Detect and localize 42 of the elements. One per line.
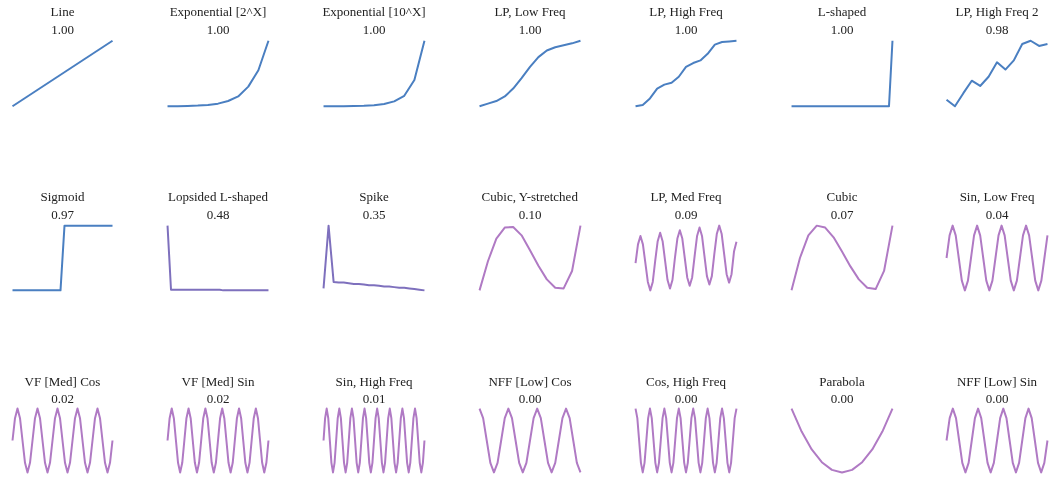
chart-subtitle: 0.02 <box>51 390 74 406</box>
chart-title: NFF [Low] Sin <box>956 373 1038 389</box>
chart-subtitle: 0.00 <box>985 390 1009 406</box>
chart-title: Exponential [10^X] <box>322 3 426 19</box>
chart-title: VF [Med] Cos <box>24 373 101 389</box>
chart-subtitle: 0.09 <box>674 206 698 222</box>
chart-title: Sigmoid <box>40 188 86 204</box>
chart-subtitle: 0.00 <box>518 390 542 406</box>
chart-subtitle: 1.00 <box>674 21 698 37</box>
chart-title: Exponential [2^X] <box>169 3 267 19</box>
chart-subtitle: 1.00 <box>830 21 854 37</box>
chart-title: LP, Med Freq <box>650 188 723 204</box>
chart-title: Spike <box>359 188 390 204</box>
chart-subtitle: 0.01 <box>362 390 386 406</box>
chart-subtitle: 1.00 <box>51 21 74 37</box>
chart-subtitle: 1.00 <box>206 21 230 37</box>
chart-title: Cubic, Y-stretched <box>481 188 579 204</box>
chart-title: VF [Med] Sin <box>181 373 255 389</box>
chart-title: Cos, High Freq <box>646 373 727 389</box>
chart-title: LP, Low Freq <box>494 3 567 19</box>
chart-subtitle: 0.02 <box>206 390 230 406</box>
chart-subtitle: 0.98 <box>985 21 1009 37</box>
chart-title: Lopsided L-shaped <box>168 188 269 204</box>
chart-title: Sin, Low Freq <box>959 188 1035 204</box>
chart-title: Sin, High Freq <box>335 373 413 389</box>
chart-title: Cubic <box>826 188 858 204</box>
chart-subtitle: 1.00 <box>362 21 386 37</box>
chart-subtitle: 0.10 <box>518 206 542 222</box>
chart-subtitle: 0.35 <box>362 206 386 222</box>
chart-subtitle: 0.97 <box>51 206 75 222</box>
chart-title: LP, High Freq <box>649 3 724 19</box>
chart-title: L-shaped <box>817 3 867 19</box>
chart-subtitle: 1.00 <box>518 21 542 37</box>
chart-subtitle: 0.00 <box>674 390 698 406</box>
chart-subtitle: 0.00 <box>830 390 854 406</box>
chart-title: NFF [Low] Cos <box>488 373 572 389</box>
chart-title: Parabola <box>819 373 865 389</box>
chart-title: LP, High Freq 2 <box>955 3 1039 19</box>
chart-title: Line <box>50 3 75 19</box>
chart-subtitle: 0.04 <box>985 206 1009 222</box>
chart-subtitle: 0.07 <box>830 206 854 222</box>
chart-subtitle: 0.48 <box>206 206 230 222</box>
